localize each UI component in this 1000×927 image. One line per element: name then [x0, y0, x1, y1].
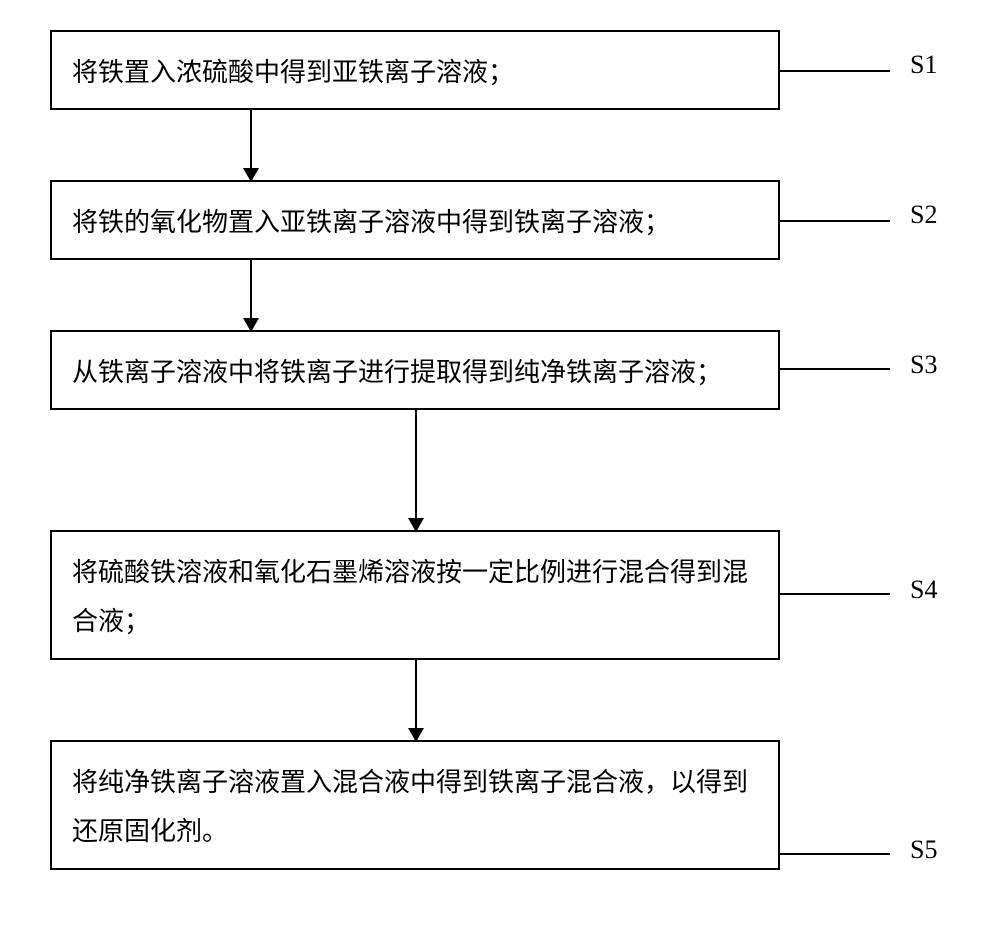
step-text-s1: 将铁置入浓硫酸中得到亚铁离子溶液；: [72, 58, 514, 87]
connector-h-s2: [780, 220, 890, 222]
step-text-s4: 将硫酸铁溶液和氧化石墨烯溶液按一定比例进行混合得到混合液；: [72, 558, 748, 636]
connector-h-s4: [780, 593, 890, 595]
step-label-s3: S3: [910, 350, 937, 380]
step-text-s5: 将纯净铁离子溶液置入混合液中得到铁离子混合液，以得到还原固化剂。: [72, 768, 748, 846]
step-label-s2: S2: [910, 200, 937, 230]
arrow-s4-s5: [415, 660, 417, 740]
step-label-s5: S5: [910, 835, 937, 865]
connector-h-s3: [780, 368, 890, 370]
arrow-s1-s2: [250, 110, 252, 180]
step-label-s4: S4: [910, 575, 937, 605]
step-box-s3: 从铁离子溶液中将铁离子进行提取得到纯净铁离子溶液；: [50, 330, 780, 410]
step-box-s4: 将硫酸铁溶液和氧化石墨烯溶液按一定比例进行混合得到混合液；: [50, 530, 780, 660]
connector-h-s1: [780, 70, 890, 72]
flowchart-container: 将铁置入浓硫酸中得到亚铁离子溶液； S1 将铁的氧化物置入亚铁离子溶液中得到铁离…: [0, 30, 1000, 897]
connector-h-s5: [780, 853, 890, 855]
step-text-s2: 将铁的氧化物置入亚铁离子溶液中得到铁离子溶液；: [72, 208, 670, 237]
step-box-s5: 将纯净铁离子溶液置入混合液中得到铁离子混合液，以得到还原固化剂。: [50, 740, 780, 870]
arrow-s3-s4: [415, 410, 417, 530]
step-box-s2: 将铁的氧化物置入亚铁离子溶液中得到铁离子溶液；: [50, 180, 780, 260]
step-label-s1: S1: [910, 50, 937, 80]
arrow-s2-s3: [250, 260, 252, 330]
step-text-s3: 从铁离子溶液中将铁离子进行提取得到纯净铁离子溶液；: [72, 358, 722, 387]
step-box-s1: 将铁置入浓硫酸中得到亚铁离子溶液；: [50, 30, 780, 110]
